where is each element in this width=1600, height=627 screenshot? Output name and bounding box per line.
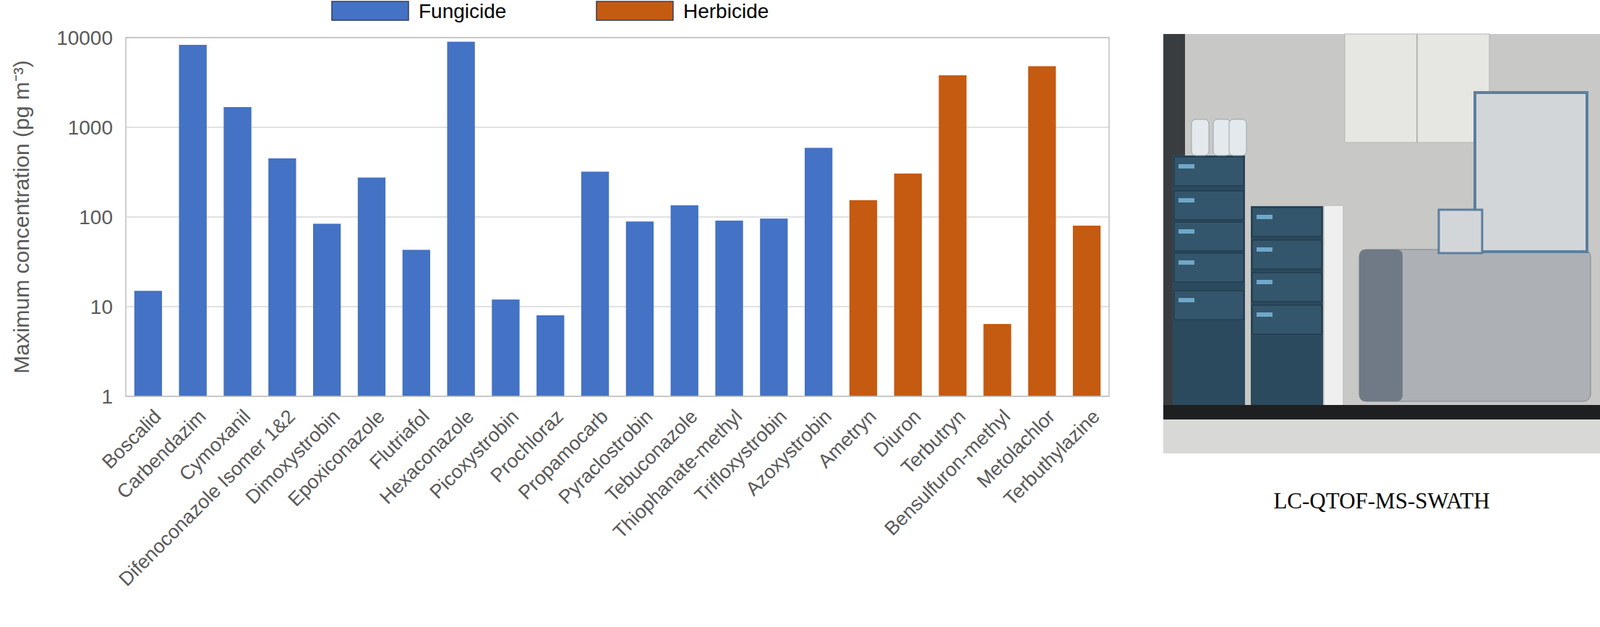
photo-ms-front bbox=[1359, 249, 1403, 402]
bar bbox=[1028, 66, 1056, 397]
y-tick-label: 10000 bbox=[56, 26, 113, 50]
photo-lc-module bbox=[1174, 253, 1244, 282]
photo-lc-module bbox=[1252, 240, 1322, 269]
photo-lc-stack bbox=[1172, 155, 1246, 405]
bar bbox=[626, 221, 654, 397]
photo-lc-module bbox=[1174, 156, 1244, 186]
bar bbox=[491, 299, 520, 397]
x-tick-label: Difenoconazole Isomer 1&2 bbox=[114, 405, 300, 591]
bar bbox=[804, 147, 833, 397]
bar bbox=[402, 249, 431, 397]
photo-lc-module bbox=[1252, 272, 1322, 302]
photo-lc-module bbox=[1252, 305, 1322, 335]
photo-lc-light bbox=[1178, 297, 1195, 303]
y-tick-label: 1 bbox=[101, 385, 113, 408]
plot-frame bbox=[125, 37, 1110, 397]
bar bbox=[670, 205, 699, 397]
bar bbox=[715, 220, 743, 397]
photo-lc-stack bbox=[1250, 206, 1324, 405]
photo-lc-light bbox=[1256, 312, 1273, 317]
y-tick-label: 1000 bbox=[67, 116, 113, 139]
y-tick-label: 10 bbox=[90, 295, 113, 319]
photo-lc-column bbox=[1324, 206, 1343, 405]
photo-lc-light bbox=[1256, 279, 1273, 285]
bar bbox=[179, 44, 207, 397]
y-axis-label: Maximum concentration (pg m⁻³) bbox=[9, 60, 34, 374]
x-tick-label: Terbuthylazine bbox=[999, 405, 1105, 510]
bar bbox=[536, 315, 564, 397]
photo-lc-module bbox=[1174, 290, 1244, 320]
bar bbox=[134, 290, 162, 397]
bar bbox=[313, 223, 341, 397]
photo-bench-front bbox=[1163, 419, 1600, 454]
bar bbox=[446, 41, 475, 397]
photo-lc-light bbox=[1256, 214, 1273, 220]
photo-cabinet-line bbox=[1416, 33, 1418, 143]
photo-lc-module bbox=[1174, 221, 1244, 251]
photo-background bbox=[1163, 33, 1600, 454]
bar bbox=[1072, 225, 1101, 397]
bar bbox=[849, 200, 877, 397]
bar bbox=[938, 75, 966, 397]
photo-lc-light bbox=[1178, 260, 1195, 265]
photo-bottle bbox=[1191, 119, 1209, 156]
photo-bench bbox=[1163, 404, 1600, 420]
legend-label: Fungicide bbox=[418, 0, 507, 23]
photo-ms-body bbox=[1359, 249, 1591, 402]
photo-lc-light bbox=[1178, 229, 1195, 234]
photo-lc-light bbox=[1178, 198, 1195, 203]
bar bbox=[223, 107, 251, 397]
bar bbox=[581, 171, 609, 397]
bars bbox=[134, 41, 1102, 397]
photo-bottle bbox=[1213, 119, 1231, 156]
photo-cabinet bbox=[1344, 33, 1490, 143]
x-tick-label: Ametryn bbox=[814, 405, 881, 473]
bar bbox=[268, 158, 296, 397]
y-tick-label: 100 bbox=[78, 206, 113, 229]
photo-lc-module bbox=[1252, 207, 1322, 237]
photo-bottle bbox=[1229, 119, 1247, 156]
photo-caption: LC-QTOF-MS-SWATH bbox=[1273, 488, 1490, 514]
bar bbox=[759, 218, 788, 397]
photo-ms-tower-base bbox=[1438, 209, 1483, 254]
bar bbox=[894, 173, 922, 397]
figure: 110100100010000BoscalidCarbendazimCymoxa… bbox=[0, 0, 1600, 627]
photo-lc-module bbox=[1174, 190, 1244, 220]
legend-label: Herbicide bbox=[683, 0, 769, 23]
photo-lc-light bbox=[1178, 164, 1195, 169]
photo-lc-light bbox=[1256, 247, 1273, 252]
bar bbox=[983, 323, 1011, 397]
legend-swatch bbox=[331, 1, 409, 21]
instrument-photo bbox=[1163, 33, 1600, 454]
photo-ms-tower bbox=[1474, 92, 1587, 252]
legend-swatch bbox=[596, 1, 674, 21]
bar bbox=[357, 177, 386, 397]
